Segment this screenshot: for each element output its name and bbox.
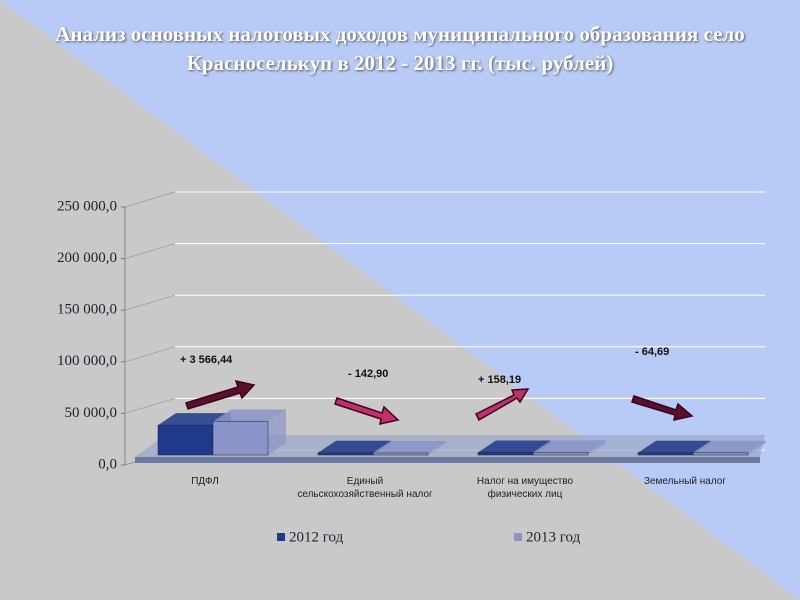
- bar: [532, 440, 606, 456]
- y-tick-label: 150 000,0: [57, 302, 117, 318]
- bar-front: [157, 424, 214, 456]
- trend-arrows: [185, 379, 694, 425]
- bar-top: [693, 440, 766, 453]
- bar: [372, 440, 446, 456]
- y-tick-label: 200 000,0: [57, 250, 117, 266]
- bar-front: [212, 421, 269, 456]
- bar-front: [477, 452, 534, 456]
- y-tick-label: 50 000,0: [65, 405, 118, 421]
- bar-front: [372, 452, 429, 456]
- bar: [692, 440, 766, 456]
- legend-label: 2012 год: [289, 529, 344, 545]
- bar: [212, 409, 286, 456]
- grid-line: [124, 243, 176, 259]
- bar-front: [637, 452, 694, 456]
- bar-top: [373, 440, 446, 453]
- grid-line: [124, 346, 176, 363]
- floor-front: [135, 457, 760, 463]
- legend-swatch: [514, 533, 522, 541]
- bar-top: [213, 409, 286, 422]
- x-tick-label: ПДФЛ: [191, 476, 219, 487]
- bar-top: [478, 440, 551, 453]
- bar-top: [638, 440, 711, 453]
- bar-top: [533, 440, 606, 453]
- annotation: + 3 566,44: [180, 354, 233, 366]
- x-tick-label: Налог на имущество физических лиц: [476, 476, 574, 500]
- y-tick-label: 100 000,0: [57, 353, 117, 369]
- bar-top: [318, 440, 391, 453]
- annotation: + 158,19: [478, 374, 521, 386]
- legend-swatch: [277, 533, 285, 541]
- chart-title: Анализ основных налоговых доходов муници…: [55, 22, 745, 75]
- y-tick-label: 0,0: [98, 456, 117, 472]
- y-tick-label: 250 000,0: [57, 198, 117, 214]
- bar-side: [748, 440, 766, 455]
- grid-line: [124, 398, 176, 414]
- bar-side: [428, 440, 446, 455]
- legend-label: 2013 год: [526, 529, 581, 545]
- bar-side: [268, 409, 286, 455]
- grid-line: [124, 294, 176, 311]
- bar-front: [532, 452, 589, 456]
- legend-markers: [277, 533, 522, 541]
- x-tick-label: Единый сельскохозяйственный налог: [297, 476, 433, 500]
- annotation: - 142,90: [348, 368, 388, 380]
- grid-line: [124, 191, 176, 208]
- bar-front: [317, 452, 374, 456]
- annotation: - 64,69: [635, 346, 669, 358]
- x-tick-label: Земельный налог: [643, 476, 727, 487]
- floor: [135, 435, 765, 457]
- bar-side: [588, 440, 606, 455]
- bar-front: [692, 452, 749, 456]
